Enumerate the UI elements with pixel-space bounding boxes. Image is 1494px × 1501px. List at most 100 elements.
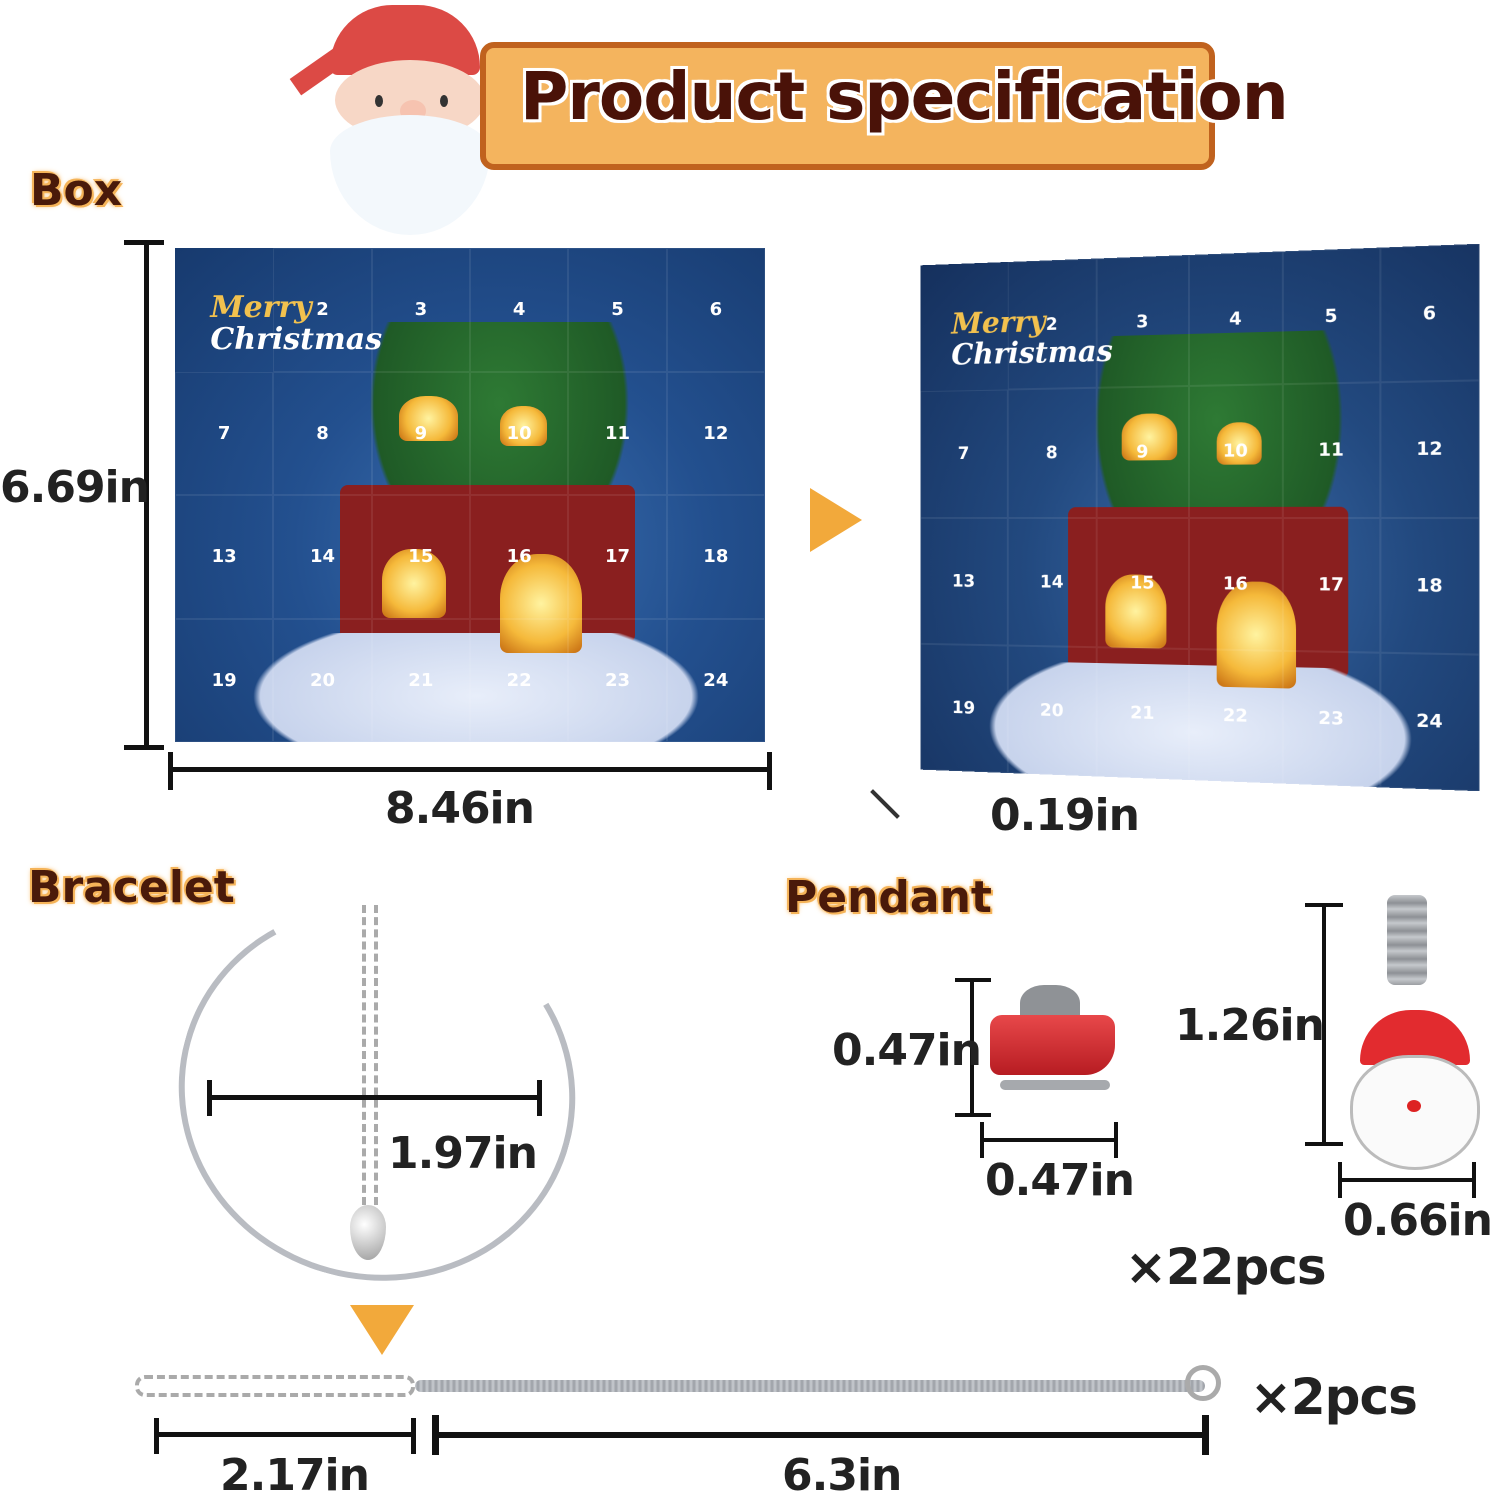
calendar-day-10: 10: [1188, 384, 1283, 518]
calendar-day-22: 22: [1188, 648, 1283, 784]
dimension-tick: [767, 752, 772, 790]
dimension-tick: [1202, 1415, 1209, 1455]
extender-length-label: 2.17in: [220, 1450, 370, 1501]
sleigh-height-label: 0.47in: [832, 1025, 982, 1076]
calendar-day-7: 7: [920, 389, 1008, 518]
chain-dimension-line: [433, 1432, 1208, 1438]
box-height-label: 6.69in: [0, 462, 150, 513]
dimension-tick: [955, 1113, 991, 1117]
dimension-tick: [1305, 1142, 1343, 1146]
page-title: Product specification: [520, 58, 1289, 135]
calendar-day-21: 21: [371, 618, 470, 742]
sleigh-width-line: [982, 1138, 1117, 1142]
calendar-day-4: 4: [470, 248, 569, 372]
dimension-tick: [207, 1080, 212, 1116]
bracelet-quantity: ×2pcs: [1250, 1368, 1418, 1426]
sleigh-height-line: [970, 980, 974, 1115]
santa-width-line: [1340, 1178, 1475, 1182]
santa-height-line: [1322, 905, 1326, 1145]
dimension-tick: [955, 978, 991, 982]
dimension-tick: [1305, 903, 1343, 907]
calendar-day-9: 9: [371, 371, 470, 495]
calendar-day-19: 19: [175, 618, 274, 742]
extender-straight: [135, 1375, 415, 1397]
calendar-day-22: 22: [470, 618, 569, 742]
santa-height-label: 1.26in: [1175, 1000, 1325, 1051]
heart-charm-icon: [350, 1205, 386, 1260]
dimension-tick: [411, 1418, 416, 1454]
sleigh-width-label: 0.47in: [985, 1155, 1135, 1206]
calendar-day-15: 15: [371, 495, 470, 619]
calendar-day-23: 23: [568, 618, 667, 742]
calendar-day-6: 6: [1379, 243, 1480, 383]
calendar-day-14: 14: [273, 495, 372, 619]
calendar-day-7: 7: [175, 371, 274, 495]
dimension-tick: [124, 745, 164, 750]
calendar-day-18: 18: [666, 495, 765, 619]
calendar-day-11: 11: [1282, 382, 1380, 518]
calendar-day-13: 13: [175, 495, 274, 619]
santa-width-label: 0.66in: [1343, 1195, 1493, 1246]
arrow-down-icon: [350, 1305, 414, 1355]
calendar-day-16: 16: [470, 495, 569, 619]
dimension-tick: [124, 240, 164, 245]
calendar-day-13: 13: [920, 517, 1008, 646]
dimension-tick: [1472, 1162, 1476, 1198]
extender-dimension-line: [155, 1432, 415, 1437]
extender-chain: [362, 905, 378, 1205]
calendar-day-12: 12: [666, 371, 765, 495]
pendant-quantity: ×22pcs: [1125, 1238, 1327, 1296]
calendar-day-3: 3: [371, 248, 470, 372]
calendar-day-3: 3: [1096, 255, 1189, 389]
santa-mascot-icon: [289, 5, 500, 235]
dimension-tick: [980, 1122, 984, 1158]
height-dimension-line: [144, 240, 149, 750]
dimension-tick: [537, 1080, 542, 1116]
calendar-day-11: 11: [568, 371, 667, 495]
calendar-day-24: 24: [1379, 652, 1480, 792]
calendar-day-20: 20: [1007, 645, 1097, 777]
sleigh-pendant-image: [990, 985, 1120, 1110]
calendar-day-10: 10: [470, 371, 569, 495]
dimension-tick: [1338, 1162, 1342, 1198]
box-width-label: 8.46in: [385, 783, 535, 834]
title-banner: [480, 42, 1215, 170]
calendar-day-24: 24: [666, 618, 765, 742]
dimension-tick: [432, 1415, 439, 1455]
section-pendant-label: Pendant: [785, 872, 992, 923]
calendar-logo-merry: Merry: [210, 290, 312, 326]
santa-pendant-image: [1345, 895, 1490, 1175]
section-bracelet-label: Bracelet: [28, 862, 235, 913]
diameter-dimension-line: [208, 1095, 541, 1100]
calendar-day-17: 17: [1282, 517, 1380, 653]
calendar-logo-christmas: Christmas: [210, 322, 383, 358]
calendar-day-9: 9: [1096, 386, 1189, 518]
calendar-day-16: 16: [1188, 517, 1283, 651]
bracelet-diameter-label: 1.97in: [388, 1128, 538, 1179]
calendar-day-14: 14: [1007, 517, 1097, 647]
dimension-tick: [168, 752, 173, 790]
depth-dimension-line: [870, 789, 900, 819]
calendar-day-2: 2: [273, 248, 372, 372]
snake-chain-straight: [415, 1380, 1205, 1392]
arrow-right-icon: [810, 488, 862, 552]
calendar-day-5: 5: [1282, 247, 1380, 385]
calendar-day-21: 21: [1096, 646, 1189, 780]
lobster-clasp-icon: [1185, 1365, 1221, 1401]
calendar-day-23: 23: [1282, 650, 1380, 788]
chain-length-label: 6.3in: [782, 1450, 902, 1501]
dimension-tick: [154, 1418, 159, 1454]
calendar-day-12: 12: [1379, 380, 1480, 518]
box-depth-label: 0.19in: [990, 790, 1140, 841]
calendar-day-2: 2: [1007, 258, 1097, 390]
dimension-tick: [1114, 1122, 1118, 1158]
calendar-day-18: 18: [1379, 517, 1480, 655]
calendar-day-4: 4: [1188, 251, 1283, 387]
section-box-label: Box: [30, 165, 123, 216]
calendar-day-5: 5: [568, 248, 667, 372]
calendar-day-6: 6: [666, 248, 765, 372]
calendar-day-19: 19: [920, 643, 1008, 774]
calendar-day-15: 15: [1096, 517, 1189, 649]
